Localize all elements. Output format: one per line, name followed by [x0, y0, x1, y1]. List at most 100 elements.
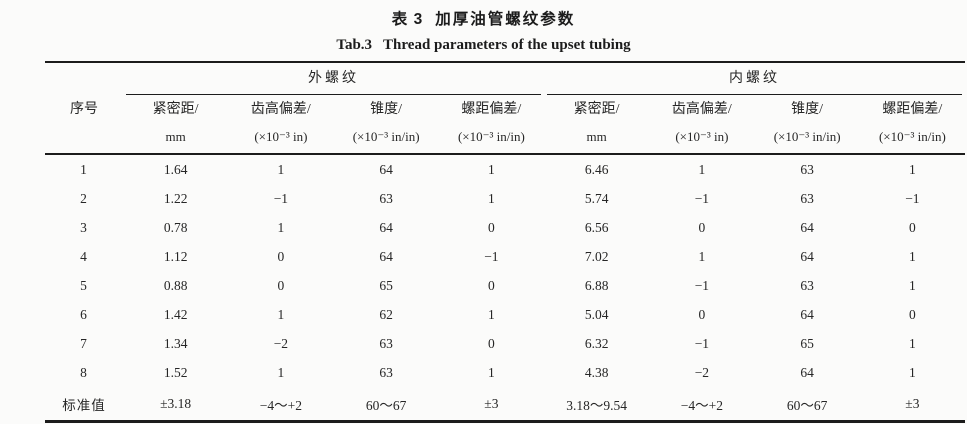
cell-ext-pitch-dev: 1: [488, 190, 495, 206]
cell-int-pitch-dev: 1: [909, 248, 916, 264]
col-int-taper-unit: (×10⁻³ in/in): [773, 129, 841, 144]
col-int-thread-height-dev-name: 齿高偏差/: [671, 102, 732, 117]
row-id: 5: [80, 277, 88, 293]
cell-int-taper: 63: [800, 190, 814, 206]
cell-ext-thread-height-dev: −4～+2: [259, 397, 302, 413]
cell-int-standoff: 6.32: [584, 335, 609, 351]
caption-english-number: Tab.3: [336, 37, 373, 53]
cell-int-standoff: 3.18～9.54: [566, 397, 627, 413]
row-id: 8: [80, 364, 88, 380]
cell-ext-thread-height-dev: 1: [277, 306, 285, 322]
col-ext-pitch-dev-name: 螺距偏差/: [461, 102, 522, 117]
cell-ext-pitch-dev: 1: [488, 364, 495, 380]
cell-int-taper: 64: [800, 306, 814, 322]
cell-int-standoff: 4.38: [584, 364, 609, 380]
cell-int-standoff: 6.46: [584, 161, 609, 177]
cell-int-thread-height-dev: −1: [694, 190, 710, 206]
cell-ext-standoff: 0.88: [163, 277, 188, 293]
cell-ext-pitch-dev: 0: [488, 277, 495, 293]
cell-ext-pitch-dev: −1: [484, 248, 499, 264]
cell-ext-thread-height-dev: −2: [273, 335, 289, 351]
table-row: 7 1.34 −2 63 0 6.32 −1 65 1: [45, 329, 965, 358]
group-header-external-label: 外螺纹: [126, 63, 541, 95]
col-ext-taper-name: 锥度/: [370, 102, 403, 117]
col-ext-pitch-dev-unit: (×10⁻³ in/in): [457, 129, 525, 144]
table-row: 3 0.78 1 64 0 6.56 0 64 0: [45, 213, 965, 242]
col-int-pitch-dev-unit: (×10⁻³ in/in): [878, 129, 946, 144]
group-header-external-thread: 外螺纹: [123, 62, 544, 95]
col-ext-standoff-unit: mm: [165, 129, 186, 144]
cell-int-taper: 64: [800, 248, 814, 264]
cell-ext-pitch-dev: 1: [488, 306, 495, 322]
cell-ext-taper: 63: [379, 190, 393, 206]
cell-int-standoff: 6.88: [584, 277, 609, 293]
cell-ext-taper: 64: [379, 161, 393, 177]
table-row: 6 1.42 1 62 1 5.04 0 64 0: [45, 300, 965, 329]
table-caption: 表 3 加厚油管螺纹参数 Tab.3 Thread parameters of th…: [0, 0, 967, 54]
cell-ext-standoff: 0.78: [163, 219, 188, 235]
cell-int-taper: 60～67: [786, 397, 828, 413]
thread-parameters-table: 序号 外螺纹 内螺纹 紧密距/ 齿高偏差/ 锥度/ 螺距偏差/ 紧密距/ 齿高偏…: [45, 61, 965, 423]
cell-int-pitch-dev: 1: [909, 364, 916, 380]
group-header-internal-thread: 内螺纹: [544, 62, 965, 95]
cell-int-thread-height-dev: 1: [698, 161, 706, 177]
table-header: 序号 外螺纹 内螺纹 紧密距/ 齿高偏差/ 锥度/ 螺距偏差/ 紧密距/ 齿高偏…: [45, 62, 965, 154]
cell-ext-pitch-dev: ±3: [484, 395, 499, 411]
caption-english: Tab.3 Thread parameters of the upset tubi…: [0, 37, 967, 54]
cell-ext-standoff: ±3.18: [160, 395, 192, 411]
table-row: 2 1.22 −1 63 1 5.74 −1 63 −1: [45, 184, 965, 213]
col-ext-taper-unit: (×10⁻³ in/in): [352, 129, 420, 144]
cell-ext-taper: 63: [379, 364, 393, 380]
cell-int-pitch-dev: 1: [909, 161, 916, 177]
cell-ext-taper: 64: [379, 248, 393, 264]
standard-value-row: 标准值 ±3.18 −4～+2 60～67 ±3 3.18～9.54 −4～+2…: [45, 387, 965, 422]
cell-ext-thread-height-dev: 1: [277, 161, 285, 177]
cell-int-pitch-dev: 0: [909, 219, 916, 235]
table-row: 4 1.12 0 64 −1 7.02 1 64 1: [45, 242, 965, 271]
caption-chinese-text: 加厚油管螺纹参数: [435, 11, 576, 28]
row-id: 1: [80, 161, 88, 177]
cell-ext-standoff: 1.12: [163, 248, 188, 264]
col-ext-standoff-name: 紧密距/: [152, 102, 199, 117]
cell-int-standoff: 5.04: [584, 306, 609, 322]
cell-ext-standoff: 1.22: [163, 190, 188, 206]
cell-ext-thread-height-dev: 1: [277, 219, 285, 235]
row-id: 标准值: [62, 397, 106, 413]
caption-english-text: Thread parameters of the upset tubing: [383, 37, 631, 53]
row-id: 4: [80, 248, 88, 264]
cell-int-thread-height-dev: −2: [694, 364, 710, 380]
cell-int-thread-height-dev: −4～+2: [680, 397, 723, 413]
col-int-standoff-unit: mm: [586, 129, 607, 144]
col-ext-thread-height-dev-unit: (×10⁻³ in): [254, 129, 308, 144]
cell-int-thread-height-dev: 0: [698, 219, 706, 235]
cell-int-pitch-dev: 1: [909, 335, 916, 351]
row-id: 6: [80, 306, 88, 322]
table-row: 5 0.88 0 65 0 6.88 −1 63 1: [45, 271, 965, 300]
cell-ext-thread-height-dev: 0: [277, 248, 285, 264]
table-row: 1 1.64 1 64 1 6.46 1 63 1: [45, 154, 965, 184]
cell-int-standoff: 6.56: [584, 219, 609, 235]
col-int-thread-height-dev-unit: (×10⁻³ in): [675, 129, 729, 144]
cell-int-thread-height-dev: 0: [698, 306, 706, 322]
cell-ext-standoff: 1.42: [163, 306, 188, 322]
cell-int-taper: 64: [800, 364, 814, 380]
cell-int-pitch-dev: 1: [909, 277, 916, 293]
row-id: 2: [80, 190, 88, 206]
cell-int-pitch-dev: 0: [909, 306, 916, 322]
cell-ext-standoff: 1.34: [163, 335, 188, 351]
cell-int-pitch-dev: −1: [905, 190, 920, 206]
caption-chinese-number: 表 3: [391, 11, 424, 28]
col-int-pitch-dev-name: 螺距偏差/: [882, 102, 943, 117]
row-id: 3: [80, 219, 88, 235]
cell-ext-taper: 63: [379, 335, 393, 351]
cell-ext-taper: 64: [379, 219, 393, 235]
cell-ext-standoff: 1.52: [163, 364, 188, 380]
col-ext-thread-height-dev-name: 齿高偏差/: [250, 102, 311, 117]
cell-ext-pitch-dev: 0: [488, 335, 495, 351]
cell-ext-standoff: 1.64: [163, 161, 188, 177]
group-header-internal-label: 内螺纹: [547, 63, 962, 95]
cell-int-taper: 63: [800, 277, 814, 293]
cell-int-taper: 63: [800, 161, 814, 177]
cell-int-thread-height-dev: 1: [698, 248, 706, 264]
